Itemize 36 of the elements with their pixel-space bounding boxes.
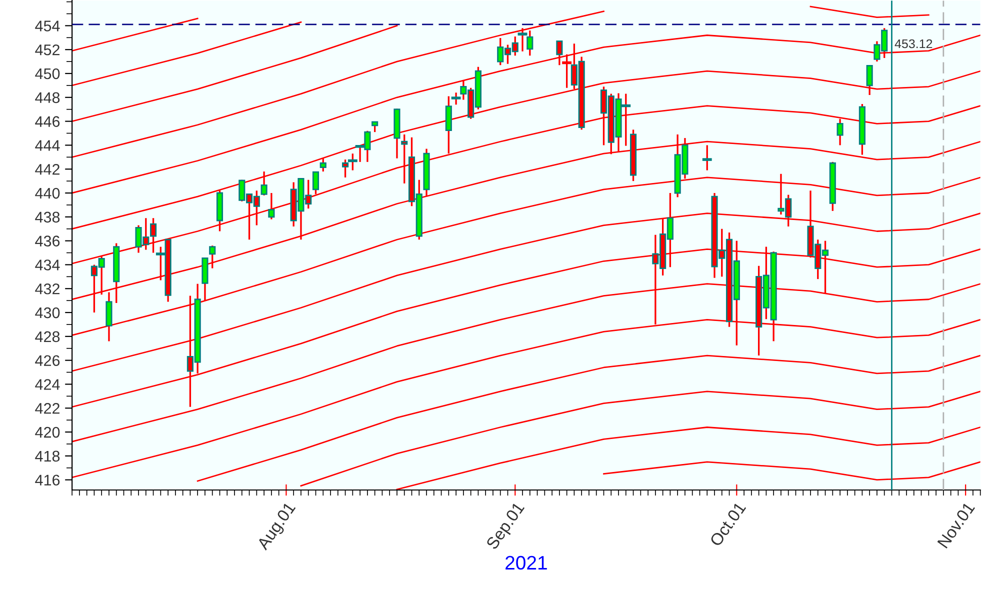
y-tick-label: 418 bbox=[35, 450, 60, 462]
annotation: 453.12 bbox=[894, 39, 932, 48]
y-tick-label: 434 bbox=[35, 260, 60, 270]
y-tick-label: 448 bbox=[35, 92, 60, 104]
candlestick bbox=[372, 121, 378, 133]
y-tick-label: 432 bbox=[35, 283, 60, 294]
candlestick bbox=[312, 171, 320, 196]
y-tick-label: 440 bbox=[35, 188, 60, 199]
candlestick bbox=[150, 217, 157, 254]
candlestick bbox=[320, 158, 326, 172]
line-series bbox=[300, 390, 980, 487]
line-series bbox=[396, 426, 980, 490]
candlestick bbox=[836, 118, 844, 146]
line-series bbox=[603, 461, 980, 481]
y-tick-label: 450 bbox=[35, 68, 60, 80]
y-tick-label: 416 bbox=[35, 474, 60, 486]
y-tick-label: 428 bbox=[35, 331, 60, 342]
y-tick-label: 430 bbox=[35, 307, 60, 318]
line-series bbox=[72, 24, 398, 122]
y-tick-label: 426 bbox=[35, 355, 60, 366]
y-tick-label: 454 bbox=[35, 20, 60, 32]
y-tick-label: 424 bbox=[35, 379, 60, 390]
candlestick bbox=[401, 134, 408, 184]
candlestick bbox=[260, 170, 268, 196]
y-tick-label: 422 bbox=[35, 402, 60, 414]
y-tick-label: 442 bbox=[35, 164, 60, 175]
line-series bbox=[196, 354, 980, 482]
y-tick-label: 420 bbox=[35, 426, 60, 438]
x-axis-title: 2021 bbox=[506, 556, 547, 570]
candlestick bbox=[268, 192, 275, 220]
y-tick-label: 444 bbox=[35, 140, 60, 151]
y-tick-label: 436 bbox=[35, 236, 60, 246]
y-tick-label: 446 bbox=[35, 116, 60, 127]
y-tick-label: 438 bbox=[35, 212, 60, 223]
candlestick bbox=[209, 244, 216, 270]
y-tick-label: 452 bbox=[35, 44, 60, 56]
